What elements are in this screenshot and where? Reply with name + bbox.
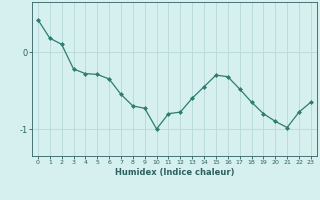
- X-axis label: Humidex (Indice chaleur): Humidex (Indice chaleur): [115, 168, 234, 177]
